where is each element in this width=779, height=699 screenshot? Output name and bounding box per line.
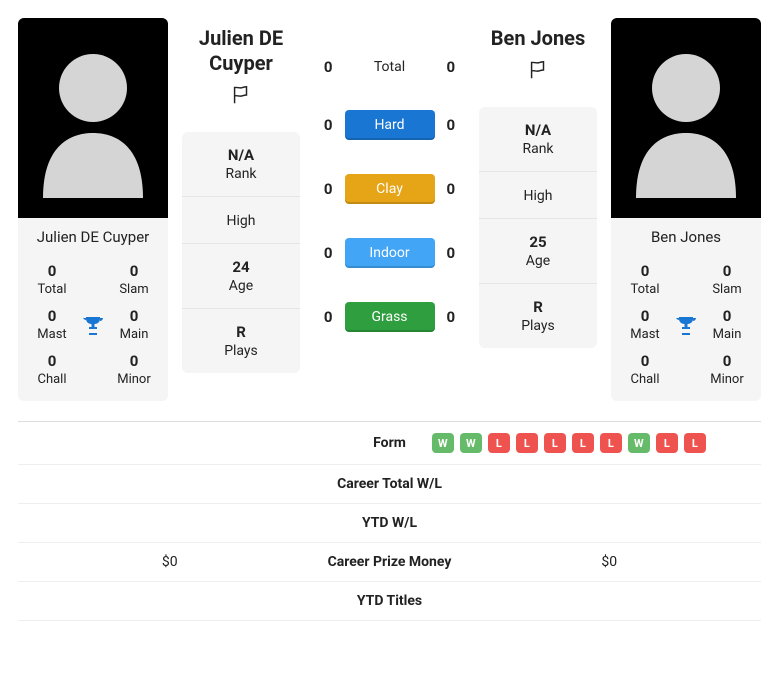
trophy-icon [671,313,701,337]
h2h-indoor-row: 0 Indoor 0 [314,238,465,268]
player1-card-name: Julien DE Cuyper [18,218,168,256]
h2h-total-row: 0 Total 0 [314,58,465,76]
form-row: Form WWLLLLLWLL [18,422,761,465]
form-loss-badge: L [544,433,566,453]
form-loss-badge: L [684,433,706,453]
ytd-wl-row: YTD W/L [18,504,761,543]
form-win-badge: W [628,433,650,453]
surface-chip-clay: Clay [345,174,435,204]
form-loss-badge: L [488,433,510,453]
career-wl-row: Career Total W/L [18,465,761,504]
player1-avatar [18,18,168,218]
comparison-table: Form WWLLLLLWLL Career Total W/L YTD W/L… [18,421,761,621]
player2-card-name: Ben Jones [611,218,761,256]
player2-rank-card: N/ARank High 25Age RPlays [479,107,597,348]
player1-name: Julien DE Cuyper [182,26,300,76]
form-win-badge: W [432,433,454,453]
ytd-titles-row: YTD Titles [18,582,761,621]
player1-card: Julien DE Cuyper 0Total 0Slam 0Mast 0Mai… [18,18,168,401]
form-win-badge: W [460,433,482,453]
prize-money-row: $0 Career Prize Money $0 [18,543,761,582]
form-loss-badge: L [656,433,678,453]
silhouette-icon [33,38,153,198]
h2h-grass-row: 0 Grass 0 [314,302,465,332]
player2-info-column: Ben Jones N/ARank High 25Age RPlays [479,18,597,401]
player2-name: Ben Jones [491,26,586,51]
h2h-surface-column: 0 Total 0 0 Hard 0 0 Clay 0 0 Indoor 0 0… [314,18,465,401]
surface-chip-indoor: Indoor [345,238,435,268]
h2h-clay-row: 0 Clay 0 [314,174,465,204]
head-to-head-top: Julien DE Cuyper 0Total 0Slam 0Mast 0Mai… [18,18,761,401]
player1-rank-card: N/ARank High 24Age RPlays [182,132,300,373]
player2-card: Ben Jones 0Total 0Slam 0Mast 0Main 0Chal… [611,18,761,401]
player2-avatar [611,18,761,218]
form-loss-badge: L [572,433,594,453]
surface-chip-grass: Grass [345,302,435,332]
player1-flag-icon [230,84,252,110]
form-loss-badge: L [600,433,622,453]
player2-title-stats: 0Total 0Slam 0Mast 0Main 0Chall 0Minor [611,256,761,401]
h2h-hard-row: 0 Hard 0 [314,110,465,140]
player1-title-stats: 0Total 0Slam 0Mast 0Main 0Chall 0Minor [18,256,168,401]
silhouette-icon [626,38,746,198]
player2-form-badges: WWLLLLLWLL [424,433,749,453]
trophy-icon [78,313,108,337]
surface-chip-hard: Hard [345,110,435,140]
player1-info-column: Julien DE Cuyper N/ARank High 24Age RPla… [182,18,300,401]
player2-flag-icon [527,59,549,85]
form-loss-badge: L [516,433,538,453]
